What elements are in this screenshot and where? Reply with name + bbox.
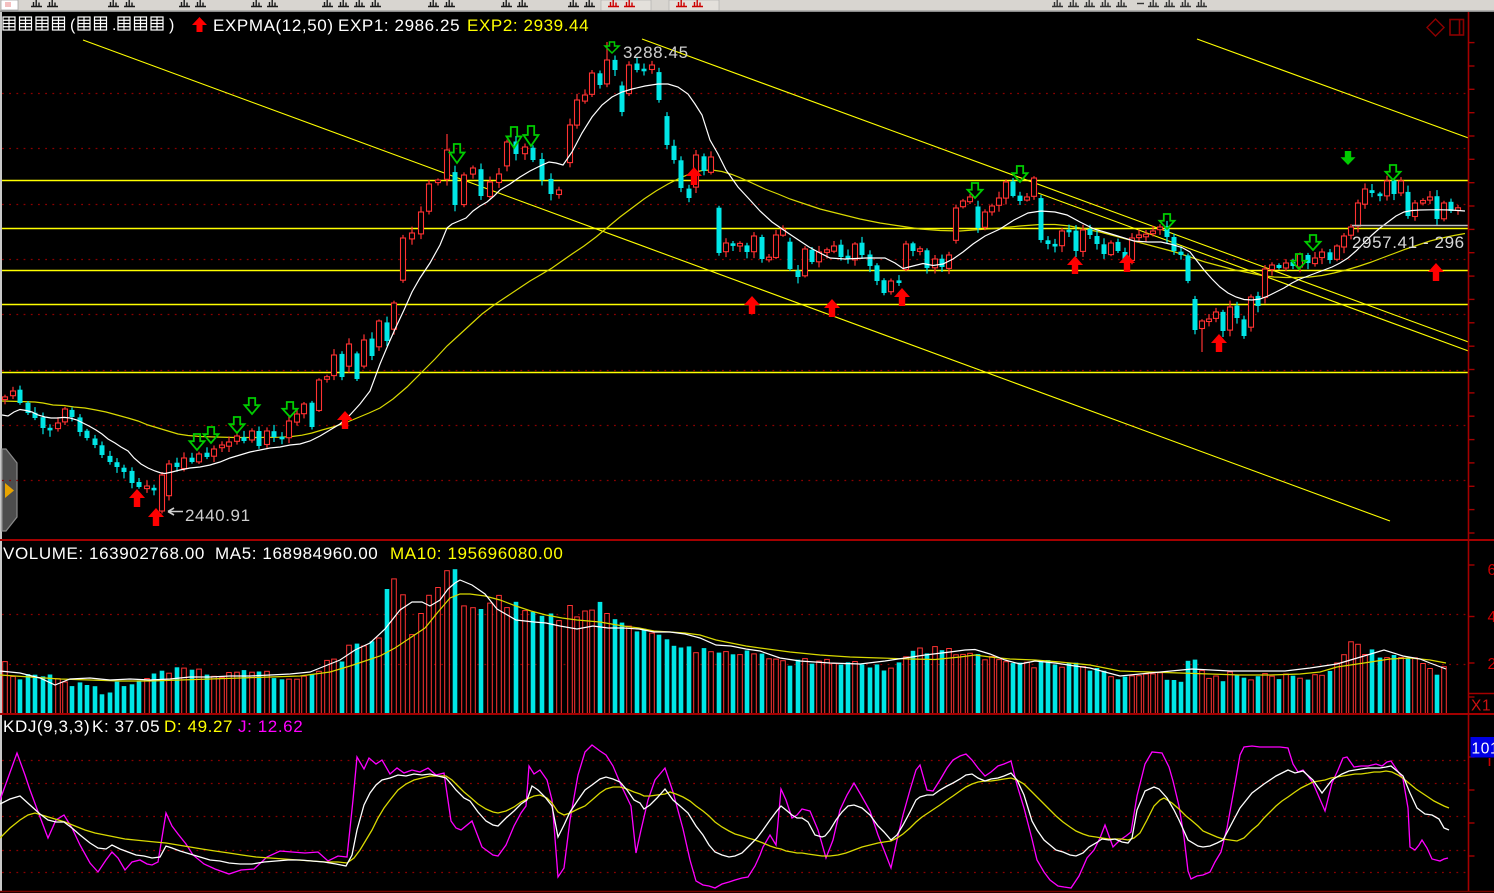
svg-text:K: 37.05: K: 37.05 xyxy=(92,717,160,736)
svg-text:): ) xyxy=(169,17,175,34)
svg-text:EXPMA(12,50): EXPMA(12,50) xyxy=(213,16,334,35)
svg-text:4: 4 xyxy=(1488,609,1494,626)
svg-text:X1: X1 xyxy=(1471,698,1491,715)
svg-text:VOLUME: 163902768.00: VOLUME: 163902768.00 xyxy=(3,544,205,563)
svg-text:2440.91: 2440.91 xyxy=(185,506,251,525)
svg-text:KDJ(9,3,3): KDJ(9,3,3) xyxy=(3,717,90,736)
svg-text:EXP2: 2939.44: EXP2: 2939.44 xyxy=(467,16,589,35)
svg-text:2: 2 xyxy=(1488,656,1494,673)
svg-text:101: 101 xyxy=(1472,741,1494,758)
svg-text:MA5: 168984960.00: MA5: 168984960.00 xyxy=(215,544,378,563)
svg-text:.: . xyxy=(112,17,117,34)
svg-text:(: ( xyxy=(70,17,76,34)
svg-text:MA10: 195696080.00: MA10: 195696080.00 xyxy=(390,544,563,563)
svg-text:6: 6 xyxy=(1488,562,1494,579)
svg-text:EXP1: 2986.25: EXP1: 2986.25 xyxy=(338,16,460,35)
svg-text:2957.41 - 296: 2957.41 - 296 xyxy=(1352,233,1465,252)
svg-text:D: 49.27: D: 49.27 xyxy=(164,717,233,736)
svg-text:J: 12.62: J: 12.62 xyxy=(238,717,303,736)
svg-text:3288.45: 3288.45 xyxy=(623,43,689,62)
